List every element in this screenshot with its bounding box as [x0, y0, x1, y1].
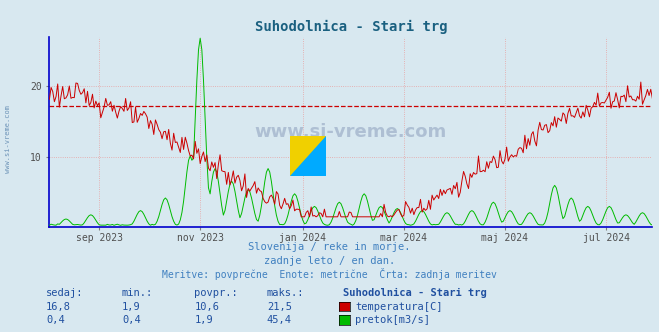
Text: 10,6: 10,6 — [194, 302, 219, 312]
Text: www.si-vreme.com: www.si-vreme.com — [255, 123, 447, 141]
Text: 21,5: 21,5 — [267, 302, 292, 312]
Text: 0,4: 0,4 — [46, 315, 65, 325]
Text: 45,4: 45,4 — [267, 315, 292, 325]
Text: 16,8: 16,8 — [46, 302, 71, 312]
Text: Suhodolnica - Stari trg: Suhodolnica - Stari trg — [343, 288, 486, 298]
Polygon shape — [290, 136, 326, 176]
Text: Meritve: povprečne  Enote: metrične  Črta: zadnja meritev: Meritve: povprečne Enote: metrične Črta:… — [162, 268, 497, 280]
Polygon shape — [290, 136, 326, 176]
Text: temperatura[C]: temperatura[C] — [355, 302, 443, 312]
Text: 1,9: 1,9 — [122, 302, 140, 312]
Text: zadnje leto / en dan.: zadnje leto / en dan. — [264, 256, 395, 266]
Text: min.:: min.: — [122, 288, 153, 298]
Text: Slovenija / reke in morje.: Slovenija / reke in morje. — [248, 242, 411, 252]
Text: 1,9: 1,9 — [194, 315, 213, 325]
Text: sedaj:: sedaj: — [46, 288, 84, 298]
Title: Suhodolnica - Stari trg: Suhodolnica - Stari trg — [254, 20, 447, 34]
Text: povpr.:: povpr.: — [194, 288, 238, 298]
Text: www.si-vreme.com: www.si-vreme.com — [5, 106, 11, 173]
Text: maks.:: maks.: — [267, 288, 304, 298]
Text: 0,4: 0,4 — [122, 315, 140, 325]
Text: pretok[m3/s]: pretok[m3/s] — [355, 315, 430, 325]
